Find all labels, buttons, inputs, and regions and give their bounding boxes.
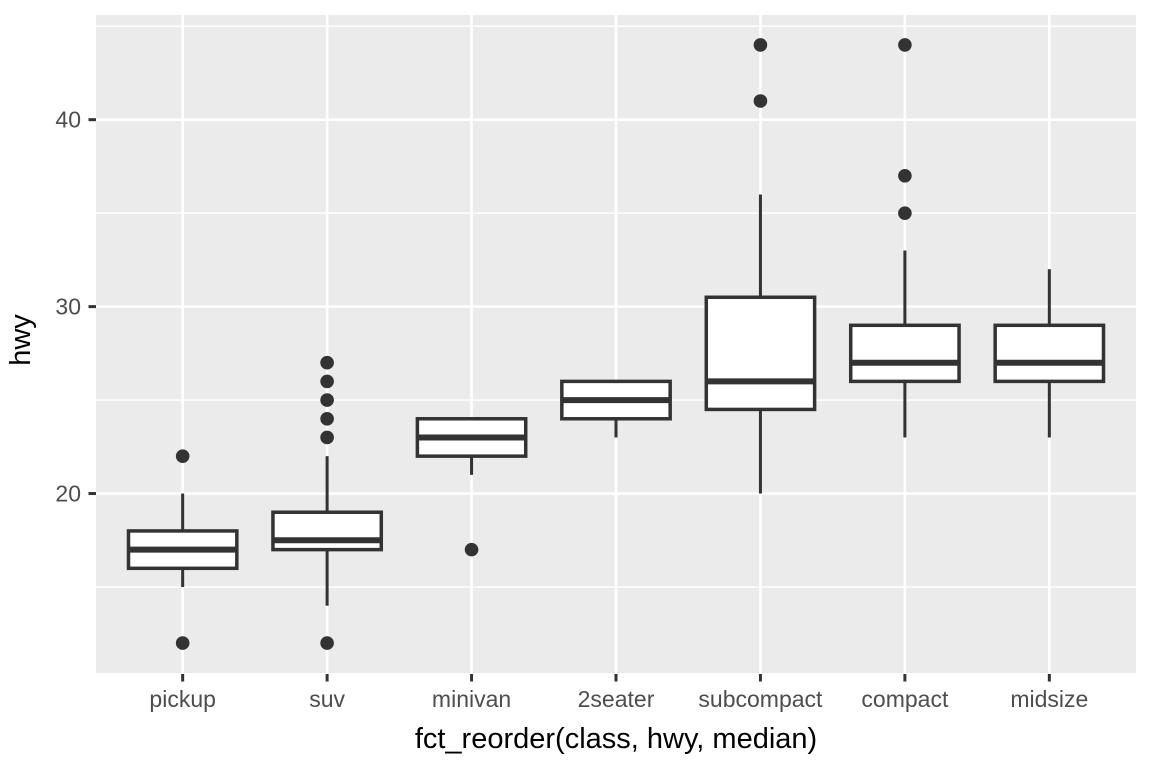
outlier-point bbox=[175, 449, 190, 463]
boxplot-pickup bbox=[126, 449, 239, 650]
boxplot-minivan bbox=[415, 417, 528, 557]
x-axis-title: fct_reorder(class, hwy, median) bbox=[415, 723, 817, 755]
boxplot-2seater bbox=[560, 379, 672, 438]
outlier-point bbox=[320, 393, 334, 407]
y-tick-label: 30 bbox=[55, 294, 81, 320]
boxplot-midsize bbox=[993, 269, 1106, 438]
iqr-box bbox=[271, 510, 384, 552]
x-tick-label: midsize bbox=[1010, 686, 1088, 712]
outlier-point bbox=[320, 636, 334, 650]
boxplot-subcompact bbox=[704, 38, 817, 494]
y-axis-title: hwy bbox=[5, 314, 37, 366]
outlier-point bbox=[464, 542, 479, 557]
boxplot-compact bbox=[848, 38, 961, 438]
outlier-point bbox=[898, 168, 912, 183]
x-axis: pickup suv minivan 2seater subcompact compact… bbox=[149, 674, 1088, 712]
x-tick-label: pickup bbox=[149, 686, 215, 712]
x-tick-label: suv bbox=[309, 686, 345, 712]
iqr-box bbox=[993, 323, 1106, 384]
boxplot-geoms bbox=[126, 38, 1106, 650]
outlier-point bbox=[320, 374, 334, 389]
x-tick-label: compact bbox=[861, 686, 949, 712]
outlier-point bbox=[320, 411, 334, 426]
outlier-point bbox=[753, 94, 768, 108]
outlier-point bbox=[898, 206, 912, 220]
boxplot-suv bbox=[271, 355, 384, 650]
y-axis: 20 30 40 bbox=[55, 107, 96, 507]
outlier-point bbox=[753, 38, 768, 52]
x-tick-label: subcompact bbox=[698, 686, 823, 712]
outlier-point bbox=[320, 430, 334, 445]
y-tick-label: 40 bbox=[55, 107, 81, 133]
outlier-point bbox=[898, 38, 912, 52]
iqr-box bbox=[848, 323, 961, 384]
x-tick-label: minivan bbox=[432, 686, 511, 712]
y-tick-label: 20 bbox=[55, 481, 81, 507]
x-tick-label: 2seater bbox=[578, 686, 655, 712]
outlier-point bbox=[175, 636, 190, 650]
iqr-box bbox=[704, 295, 817, 412]
outlier-point bbox=[320, 355, 334, 370]
